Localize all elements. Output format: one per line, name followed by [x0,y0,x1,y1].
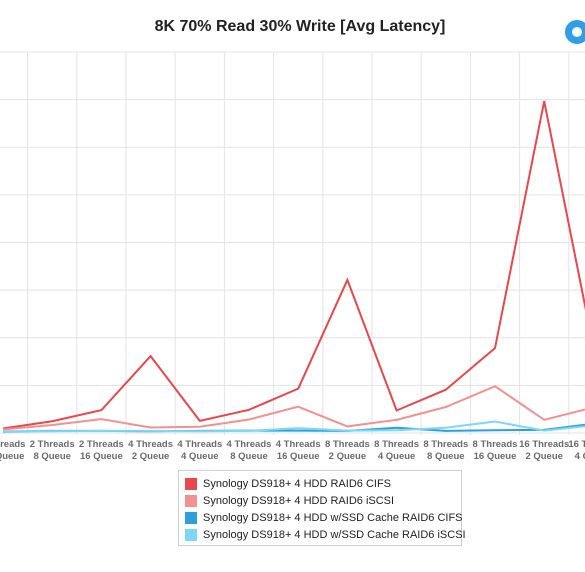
legend-label: Synology DS918+ 4 HDD w/SSD Cache RAID6 … [203,511,463,524]
x-tick-label: 8 Threads [473,439,518,450]
x-tick-label: 4 Threads [276,439,321,450]
legend-swatch [185,511,197,524]
x-tick-label: 1 Threads [0,439,25,450]
x-tick-label: 2 Queue [132,451,170,462]
legend-label: Synology DS918+ 4 HDD w/SSD Cache RAID6 … [203,528,466,541]
chart-grid [0,51,585,435]
series-line-1 [2,100,585,430]
legend-swatch [185,477,197,490]
x-tick-label: 8 Threads [325,439,370,450]
x-tick-label: 4 Threads [177,439,222,450]
x-tick-label: 16 Queue [0,451,24,462]
x-tick-label: 8 Queue [230,451,268,462]
x-tick-label: 4 Queue [181,451,219,462]
x-tick-label: 8 Queue [427,451,465,462]
x-tick-label: 8 Threads [374,439,419,450]
x-tick-label: 16 Queue [474,451,517,462]
x-tick-label: 4 Threads [227,439,272,450]
series-line-2 [2,385,585,431]
x-tick-label: 16 Queue [80,451,123,462]
x-tick-label: 4 Queue [378,451,416,462]
x-tick-label: 8 Threads [423,439,468,450]
legend-swatch [185,494,197,507]
x-tick-label: 16 Threads [568,439,585,450]
legend-swatch [185,528,197,541]
chart-menu-icon[interactable] [565,20,585,44]
x-tick-label: 16 Threads [519,439,569,450]
legend-item[interactable]: Synology DS918+ 4 HDD w/SSD Cache RAID6 … [185,526,466,543]
chart-title: 8K 70% Read 30% Write [Avg Latency] [154,18,446,35]
x-tick-label: 4 Queue [575,451,585,462]
series-line-4 [3,420,585,433]
chart-series [2,100,585,433]
x-tick-label: 2 Threads [79,439,124,450]
x-tick-label: 4 Threads [128,439,173,450]
legend-label: Synology DS918+ 4 HDD RAID6 CIFS [203,477,391,490]
chart-legend: Synology DS918+ 4 HDD RAID6 CIFS Synology… [178,470,466,546]
legend-item[interactable]: Synology DS918+ 4 HDD RAID6 iSCSI [185,492,455,509]
legend-item[interactable]: Synology DS918+ 4 HDD w/SSD Cache RAID6 … [185,509,463,526]
x-tick-label: 2 Queue [525,451,563,462]
legend-label: Synology DS918+ 4 HDD RAID6 iSCSI [203,494,395,507]
x-tick-label: 8 Queue [33,451,71,462]
x-tick-label: 2 Queue [329,451,367,462]
x-tick-label: 16 Queue [277,451,320,462]
x-tick-label: 2 Threads [30,439,75,450]
legend-item[interactable]: Synology DS918+ 4 HDD RAID6 CIFS [185,475,455,492]
